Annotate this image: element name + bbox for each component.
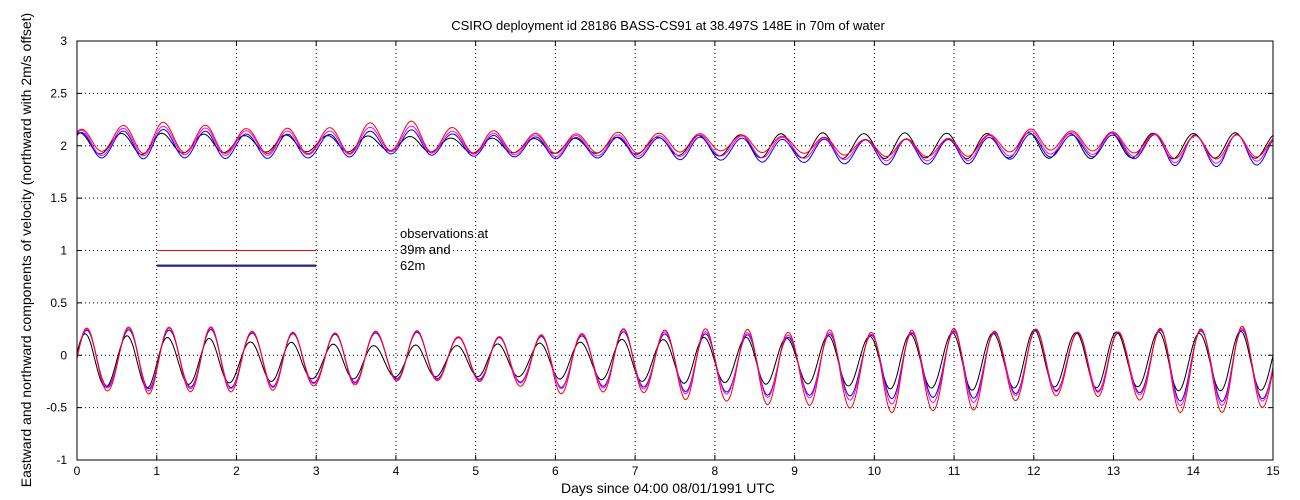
y-tick-label: -1 [56, 453, 67, 467]
x-tick-label: 4 [393, 464, 400, 478]
x-tick-label: 13 [1107, 464, 1121, 478]
x-tick-label: 3 [313, 464, 320, 478]
x-tick-label: 14 [1187, 464, 1201, 478]
x-tick-label: 8 [712, 464, 719, 478]
x-tick-label: 6 [552, 464, 559, 478]
y-tick-label: 1 [60, 244, 67, 258]
series-line-north [76, 125, 1274, 164]
y-tick-label: 2 [60, 139, 67, 153]
axis-ticks [76, 40, 1274, 461]
y-tick-label: 0.5 [50, 296, 67, 310]
x-tick-label: 0 [74, 464, 81, 478]
annotation-line-1: observations at [400, 226, 489, 241]
x-tick-label: 10 [868, 464, 882, 478]
grid [77, 41, 1273, 460]
y-tick-label: -0.5 [46, 401, 67, 415]
x-tick-label: 15 [1266, 464, 1280, 478]
series-line-east [76, 329, 1274, 392]
y-tick-label: 1.5 [50, 191, 67, 205]
y-tick-label: 2.5 [50, 86, 67, 100]
series-line-east [76, 325, 1274, 414]
chart-title: CSIRO deployment id 28186 BASS-CS91 at 3… [451, 18, 885, 33]
x-tick-label: 9 [791, 464, 798, 478]
annotation-line-3: 62m [400, 258, 425, 273]
y-tick-label: 0 [60, 348, 67, 362]
y-tick-label: 3 [60, 34, 67, 48]
y-axis-label: Eastward and northward components of vel… [18, 13, 34, 487]
x-tick-label: 5 [472, 464, 479, 478]
annotation-line-2: 39m and [400, 242, 451, 257]
x-axis-label: Days since 04:00 08/01/1991 UTC [561, 480, 775, 496]
x-tick-label: 12 [1027, 464, 1041, 478]
x-tick-label: 1 [153, 464, 160, 478]
legend-lines [156, 250, 317, 267]
x-tick-label: 7 [632, 464, 639, 478]
x-tick-label: 11 [948, 464, 961, 478]
x-tick-label: 2 [233, 464, 240, 478]
plot-series [76, 120, 1274, 414]
series-line-north [76, 120, 1274, 160]
series-line-north [76, 128, 1274, 167]
axis-tick-labels: 0 1 2 3 4 5 6 7 8 9 10 11 12 13 14 15-1-0.500.511.522.5… [46, 34, 1280, 478]
